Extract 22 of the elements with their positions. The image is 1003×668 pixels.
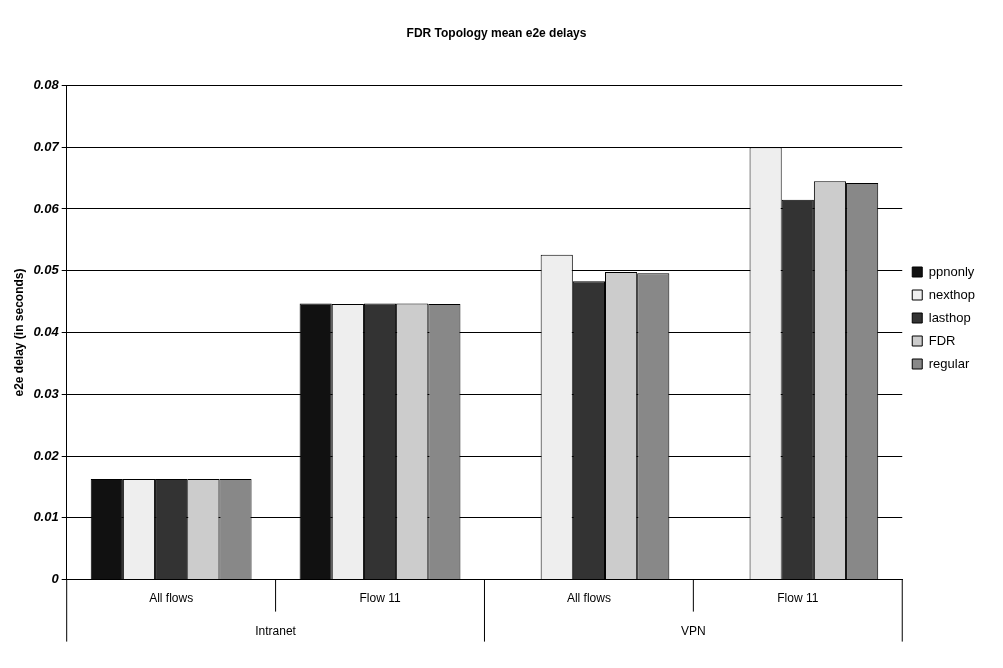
legend-label: regular: [928, 355, 970, 371]
y-tick-label: 0.07: [33, 138, 60, 154]
y-tick-label: 0.01: [33, 509, 59, 525]
y-tick-label: 0: [51, 571, 60, 587]
y-tick-label: 0.05: [33, 262, 60, 278]
legend-label: FDR: [928, 332, 956, 348]
x-tick-label: All flows: [149, 591, 194, 606]
y-tick-label: 0.06: [33, 200, 60, 216]
chart-title: FDR Topology mean e2e delays: [406, 25, 587, 40]
legend-label: nexthop: [928, 286, 975, 302]
y-tick-label: 0.02: [33, 447, 60, 463]
text: Intranet: [255, 623, 297, 638]
x-tick-label: All flows: [566, 591, 611, 606]
x-tick-label: Flow 11: [359, 591, 401, 606]
legend-label: ppnonly: [928, 263, 975, 279]
legend-label: lasthop: [928, 309, 971, 325]
y-tick-label: 0.08: [33, 76, 60, 92]
y-tick-label: 0.03: [33, 385, 60, 401]
text: VPN: [681, 623, 706, 638]
y-axis-title: e2e delay (in seconds): [11, 268, 26, 397]
x-tick-label: Flow 11: [777, 591, 819, 606]
y-tick-label: 0.04: [33, 324, 60, 340]
